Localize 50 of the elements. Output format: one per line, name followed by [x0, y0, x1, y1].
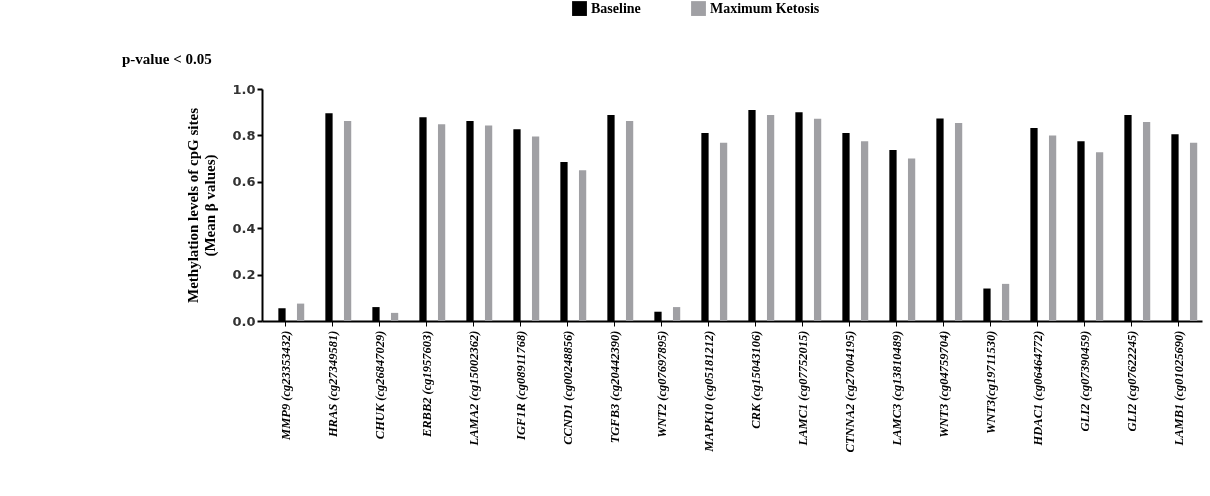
bar — [390, 312, 399, 321]
x-tick-label: CRK (cg15043106) — [748, 330, 763, 429]
y-tick-label: 0.6 — [232, 174, 256, 190]
y-tick-label: 0.4 — [232, 220, 256, 236]
x-tick-label: WNT3 (cg04759704) — [936, 330, 951, 438]
x-tick-label: MAPK10 (cg05181212) — [701, 330, 716, 453]
x-tick-label: LAMC3 (cg13810489) — [889, 330, 904, 447]
bar — [296, 303, 305, 321]
bar — [343, 121, 352, 321]
bar — [719, 142, 728, 321]
bar — [954, 123, 963, 321]
y-tick-label: 0.8 — [232, 127, 256, 143]
bar — [766, 114, 775, 321]
bar — [531, 136, 540, 321]
text: p-value < 0.05 — [122, 51, 212, 67]
bar — [813, 118, 822, 321]
x-tick-label: LAMB1 (cg01025690) — [1171, 330, 1186, 447]
bar — [1048, 135, 1057, 321]
bar — [625, 121, 634, 321]
x-tick-label: LAMA2 (cg15002362) — [466, 330, 481, 447]
bar — [1095, 152, 1104, 321]
x-tick-label: HDAC1 (cg06464772) — [1030, 330, 1045, 447]
x-tick-label: HRAS (cg27349581) — [325, 330, 340, 439]
y-tick-label: 0.2 — [232, 267, 256, 283]
y-axis-title: Methylation levels of cpG sites (Mean β values) — [185, 107, 220, 303]
x-tick-label: CTNNA2 (cg27004195) — [842, 330, 857, 453]
x-tick-label: TGFB3 (cg20442390) — [607, 330, 622, 444]
y-tick-label: 1.0 — [232, 81, 256, 97]
bar — [907, 158, 916, 321]
x-tick-label: CHUK (cg26847029) — [372, 330, 387, 440]
x-tick-label: CCND1 (cg00248856) — [560, 330, 575, 445]
x-tick-label: LAMC1 (cg07752015) — [795, 330, 810, 447]
x-tick-label: ERBB2 (cg1957603) — [419, 330, 434, 439]
x-tick-label: MMP9 (cg23353432) — [278, 330, 293, 441]
x-tick-label: GLI2 (cg07390459) — [1077, 330, 1092, 432]
x-tick-label: IGF1R (cg08911768) — [513, 330, 528, 441]
bar — [860, 141, 869, 321]
x-tick-label: WNT2 (cg07697895) — [654, 330, 669, 438]
bar — [484, 125, 493, 321]
bar — [437, 124, 446, 321]
bar — [1001, 283, 1010, 321]
y-tick-label: 0.0 — [232, 313, 256, 329]
x-tick-label: WNT3(cg19711530) — [983, 330, 998, 434]
bar — [672, 307, 681, 321]
bar — [1142, 121, 1151, 321]
bar — [578, 170, 587, 321]
legend-label: Baseline — [591, 0, 641, 16]
bar — [1189, 142, 1198, 321]
x-tick-label: GLI2 (cg07622245) — [1124, 330, 1139, 432]
legend-label: Maximum Ketosis — [710, 0, 820, 16]
